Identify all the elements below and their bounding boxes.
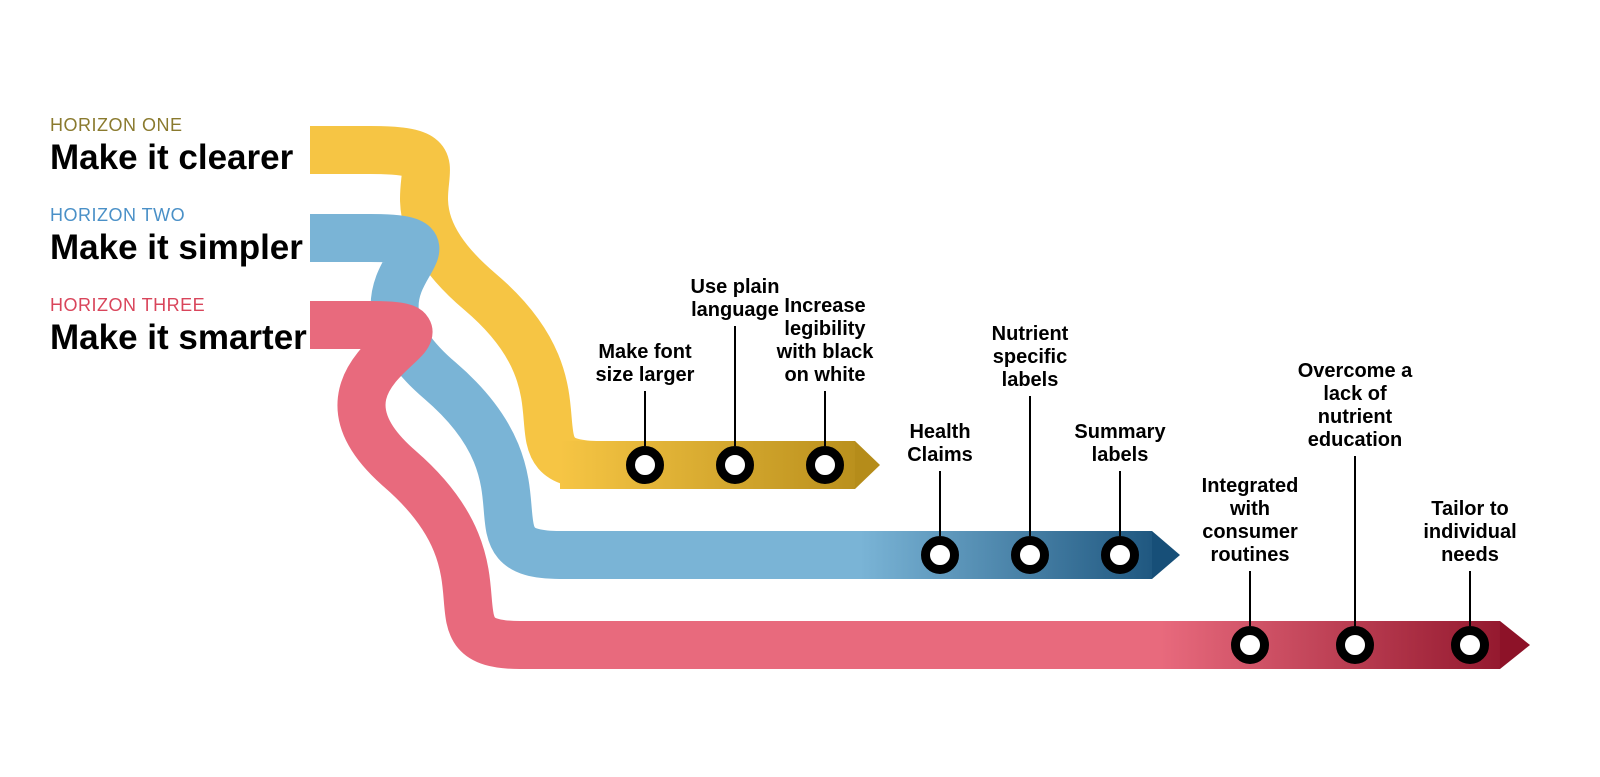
horizon-one-eyebrow: HORIZON ONE xyxy=(50,115,293,136)
stop-node-icon xyxy=(1231,626,1269,664)
stop-stem xyxy=(1119,471,1121,536)
stop-stem xyxy=(939,471,941,536)
horizon-two-title: Make it simpler xyxy=(50,228,303,268)
stop-stem xyxy=(1029,396,1031,536)
horizon-two-label: HORIZON TWO Make it simpler xyxy=(50,205,303,268)
horizon-three-title: Make it smarter xyxy=(50,318,307,358)
stop-label: Summary labels xyxy=(1074,421,1165,467)
stop-stem xyxy=(1469,571,1471,626)
stop-stem xyxy=(1354,456,1356,626)
horizon-two-eyebrow: HORIZON TWO xyxy=(50,205,303,226)
stop-stem xyxy=(824,391,826,446)
stop-stem xyxy=(644,391,646,446)
horizon-one-label: HORIZON ONE Make it clearer xyxy=(50,115,293,178)
horizon-three-stop-2: Tailor to individual needs xyxy=(1385,498,1555,664)
stop-node-icon xyxy=(1101,536,1139,574)
horizon-diagram: HORIZON ONE Make it clearer HORIZON TWO … xyxy=(0,0,1600,777)
stop-label: Overcome a lack of nutrient education xyxy=(1298,360,1413,452)
stop-label: Increase legibility with black on white xyxy=(777,295,874,387)
horizon-one-title: Make it clearer xyxy=(50,138,293,178)
stop-stem xyxy=(1249,571,1251,626)
stop-node-icon xyxy=(1451,626,1489,664)
stop-node-icon xyxy=(806,446,844,484)
stop-label: Tailor to individual needs xyxy=(1423,498,1516,567)
stop-label: Nutrient specific labels xyxy=(992,323,1069,392)
stop-stem xyxy=(734,326,736,446)
horizon-three-eyebrow: HORIZON THREE xyxy=(50,295,307,316)
horizon-three-label: HORIZON THREE Make it smarter xyxy=(50,295,307,358)
stop-node-icon xyxy=(1336,626,1374,664)
